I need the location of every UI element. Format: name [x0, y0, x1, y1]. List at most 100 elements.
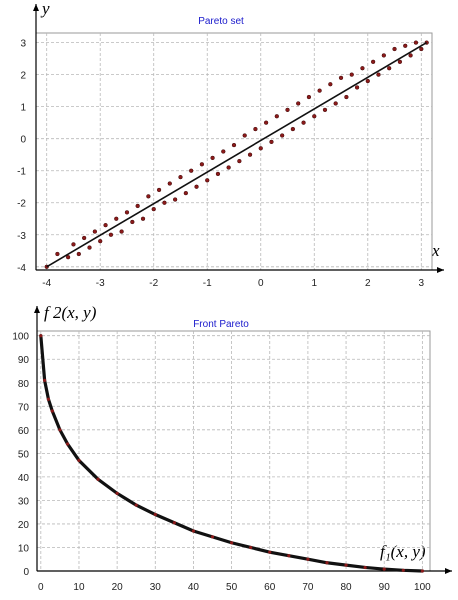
- bottom-x-axis-label: f₁(x, y): [380, 542, 426, 561]
- pareto-set-point: [365, 78, 370, 84]
- pareto-set-point: [156, 187, 162, 193]
- top-x-tick-label: 3: [419, 278, 425, 289]
- top-y-tick-label: 0: [20, 135, 26, 146]
- bottom-x-tick-label: 10: [73, 582, 85, 593]
- pareto-set-point: [124, 210, 130, 215]
- pareto-set-point: [151, 206, 156, 212]
- pareto-set-point: [274, 114, 279, 119]
- pareto-set-point: [344, 94, 349, 100]
- front-pareto-point: [249, 545, 253, 550]
- front-pareto-point: [287, 554, 291, 558]
- bottom-y-tick-label: 20: [18, 520, 30, 531]
- pareto-set-point: [392, 46, 397, 52]
- pareto-set-point: [306, 94, 312, 100]
- top-x-tick-label: 0: [258, 278, 264, 289]
- top-y-tick-label: 2: [20, 71, 26, 82]
- top-x-arrow: [437, 267, 444, 273]
- front-pareto-point: [363, 565, 367, 570]
- top-x-tick-label: 1: [311, 278, 317, 289]
- pareto-set-point: [140, 216, 146, 221]
- pareto-set-point: [172, 197, 178, 202]
- front-pareto-point: [268, 550, 272, 554]
- pareto-set-point: [87, 245, 92, 250]
- pareto-set-point: [301, 120, 306, 125]
- pareto-set-point: [322, 107, 328, 113]
- pareto-set-point: [183, 190, 188, 196]
- bottom-y-tick-label: 10: [18, 543, 30, 554]
- pareto-set-point: [76, 251, 81, 257]
- bottom-x-tick-label: 30: [150, 582, 162, 593]
- pareto-set-point: [285, 107, 290, 113]
- top-y-tick-label: -4: [17, 263, 26, 274]
- pareto-set-point: [135, 203, 140, 209]
- bottom-x-tick-label: 40: [188, 582, 200, 593]
- bottom-y-tick-label: 30: [18, 496, 30, 507]
- bottom-x-tick-label: 100: [414, 582, 431, 593]
- pareto-set-point: [103, 223, 108, 228]
- bottom-x-tick-label: 90: [379, 582, 391, 593]
- bottom-y-tick-label: 60: [18, 426, 30, 437]
- pareto-set-point: [114, 216, 119, 221]
- front-pareto-point: [50, 409, 54, 413]
- front-pareto-point: [172, 521, 176, 525]
- front-pareto-point: [77, 458, 81, 463]
- pareto-set-point: [349, 72, 354, 77]
- pareto-set-point: [360, 66, 365, 71]
- front-pareto-point: [65, 442, 70, 446]
- bottom-x-tick-label: 20: [112, 582, 124, 593]
- pareto-set-point: [413, 40, 419, 45]
- bottom-y-tick-label: 80: [18, 379, 30, 390]
- pareto-set-point: [290, 126, 296, 132]
- pareto-set-point: [167, 181, 172, 186]
- pareto-set-point: [237, 158, 242, 164]
- pareto-set-point: [381, 53, 386, 58]
- top-y-tick-label: 3: [20, 39, 26, 50]
- pareto-set-point: [376, 72, 381, 77]
- pareto-set-point: [253, 126, 258, 132]
- front-pareto-point: [191, 529, 196, 533]
- top-x-axis-label: x: [431, 241, 440, 260]
- front-pareto-point: [210, 535, 215, 539]
- pareto-set-point: [55, 251, 60, 257]
- pareto-set-point: [119, 229, 124, 234]
- pareto-set-point: [231, 142, 237, 148]
- top-y-tick-label: -3: [17, 231, 26, 242]
- top-x-tick-label: -4: [42, 278, 51, 289]
- pareto-set-point: [215, 171, 221, 177]
- bottom-x-tick-label: 60: [264, 582, 276, 593]
- front-pareto-point: [134, 503, 138, 507]
- front-pareto-point: [115, 491, 119, 495]
- pareto-set-point: [65, 255, 71, 260]
- bottom-x-tick-label: 80: [340, 582, 352, 593]
- pareto-set-point: [82, 235, 87, 241]
- front-pareto-point: [96, 477, 100, 481]
- bottom-y-axis-label: f 2(x, y): [44, 303, 97, 322]
- front-pareto-point: [401, 568, 405, 572]
- pareto-set-point: [108, 232, 114, 237]
- front-pareto-chart: Front Pareto f 2(x, y) f₁(x, y) 0 10 20 30 4…: [12, 303, 452, 593]
- pareto-set-point: [98, 239, 103, 244]
- pareto-set-point: [328, 82, 333, 87]
- top-chart-title: Pareto set: [198, 16, 244, 27]
- pareto-set-point: [146, 194, 151, 199]
- top-y-axis-label: y: [40, 0, 50, 18]
- pareto-set-point: [162, 200, 167, 205]
- bottom-y-tick-label: 70: [18, 402, 30, 413]
- front-pareto-point: [420, 569, 424, 573]
- pareto-set-point: [92, 229, 98, 234]
- top-y-tick-label: -2: [17, 199, 26, 210]
- pareto-set-point: [296, 101, 301, 106]
- front-pareto-point: [344, 563, 348, 567]
- top-y-arrow: [33, 4, 39, 11]
- bottom-y-tick-label: 40: [18, 473, 30, 484]
- pareto-set-point: [178, 174, 183, 180]
- bottom-x-tick-label: 0: [38, 582, 44, 593]
- top-x-tick-label: -3: [96, 278, 105, 289]
- pareto-set-point: [189, 168, 194, 173]
- pareto-set-point: [210, 155, 215, 161]
- bottom-y-tick-label: 50: [18, 449, 30, 460]
- bottom-plot-frame: [36, 330, 431, 572]
- front-pareto-point: [39, 334, 43, 338]
- bottom-x-tick-label: 70: [302, 582, 314, 593]
